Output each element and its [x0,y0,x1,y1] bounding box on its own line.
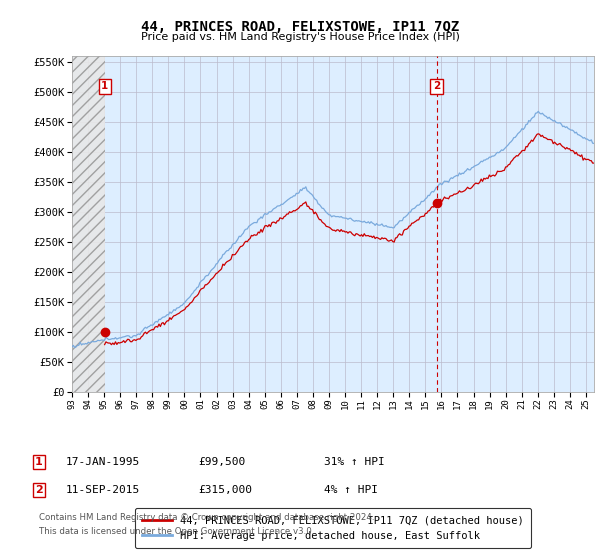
HPI: Average price, detached house, East Suffolk: (2.01e+03, 3.13e+05): Average price, detached house, East Suff… [416,201,424,208]
HPI: Average price, detached house, East Suffolk: (2.02e+03, 3.41e+05): Average price, detached house, East Suff… [433,184,440,190]
Text: 17-JAN-1995: 17-JAN-1995 [66,457,140,467]
44, PRINCES ROAD, FELIXSTOWE, IP11 7QZ (detached house) [590,160,598,166]
Legend: 44, PRINCES ROAD, FELIXSTOWE, IP11 7QZ (detached house), HPI: Average price, det: 44, PRINCES ROAD, FELIXSTOWE, IP11 7QZ (… [135,508,531,548]
Text: 2: 2 [35,485,43,495]
HPI: Average price, detached house, East Suffolk: (2e+03, 9.02e+04): Average price, detached house, East Suff… [116,334,123,341]
Text: 44, PRINCES ROAD, FELIXSTOWE, IP11 7QZ: 44, PRINCES ROAD, FELIXSTOWE, IP11 7QZ [141,20,459,34]
HPI: Average price, detached house, East Suffolk: (2.03e+03, 4.14e+05): Average price, detached house, East Suff… [590,140,598,147]
Text: £99,500: £99,500 [198,457,245,467]
Line: 44, PRINCES ROAD, FELIXSTOWE, IP11 7QZ (detached house): 44, PRINCES ROAD, FELIXSTOWE, IP11 7QZ (… [104,134,594,344]
HPI: Average price, detached house, East Suffolk: (2.01e+03, 3.21e+05): Average price, detached house, East Suff… [284,196,292,203]
44, PRINCES ROAD, FELIXSTOWE, IP11 7QZ (detached house) [344,230,352,236]
Text: Contains HM Land Registry data © Crown copyright and database right 2024.: Contains HM Land Registry data © Crown c… [39,514,374,522]
Text: £315,000: £315,000 [198,485,252,495]
Line: HPI: Average price, detached house, East Suffolk: HPI: Average price, detached house, East… [72,111,594,348]
Text: 4% ↑ HPI: 4% ↑ HPI [324,485,378,495]
Text: 2: 2 [433,81,440,91]
44, PRINCES ROAD, FELIXSTOWE, IP11 7QZ (detached house) [415,217,422,223]
Text: 11-SEP-2015: 11-SEP-2015 [66,485,140,495]
Text: 31% ↑ HPI: 31% ↑ HPI [324,457,385,467]
44, PRINCES ROAD, FELIXSTOWE, IP11 7QZ (detached house) [115,339,122,346]
HPI: Average price, detached house, East Suffolk: (2.02e+03, 4.68e+05): Average price, detached house, East Suff… [535,108,542,115]
HPI: Average price, detached house, East Suffolk: (1.99e+03, 7.51e+04): Average price, detached house, East Suff… [68,344,76,351]
HPI: Average price, detached house, East Suffolk: (1.99e+03, 8.09e+04): Average price, detached house, East Suff… [82,340,89,347]
Text: 1: 1 [101,81,109,91]
Text: Price paid vs. HM Land Registry's House Price Index (HPI): Price paid vs. HM Land Registry's House … [140,32,460,43]
Text: This data is licensed under the Open Government Licence v3.0.: This data is licensed under the Open Gov… [39,528,314,536]
Text: 1: 1 [35,457,43,467]
44, PRINCES ROAD, FELIXSTOWE, IP11 7QZ (detached house) [283,211,290,217]
Bar [72,56,105,392]
HPI: Average price, detached house, East Suffolk: (1.99e+03, 7.39e+04): Average price, detached house, East Suff… [71,344,79,351]
HPI: Average price, detached house, East Suffolk: (2.01e+03, 2.89e+05): Average price, detached house, East Suff… [346,215,353,222]
44, PRINCES ROAD, FELIXSTOWE, IP11 7QZ (detached house) [431,202,439,209]
